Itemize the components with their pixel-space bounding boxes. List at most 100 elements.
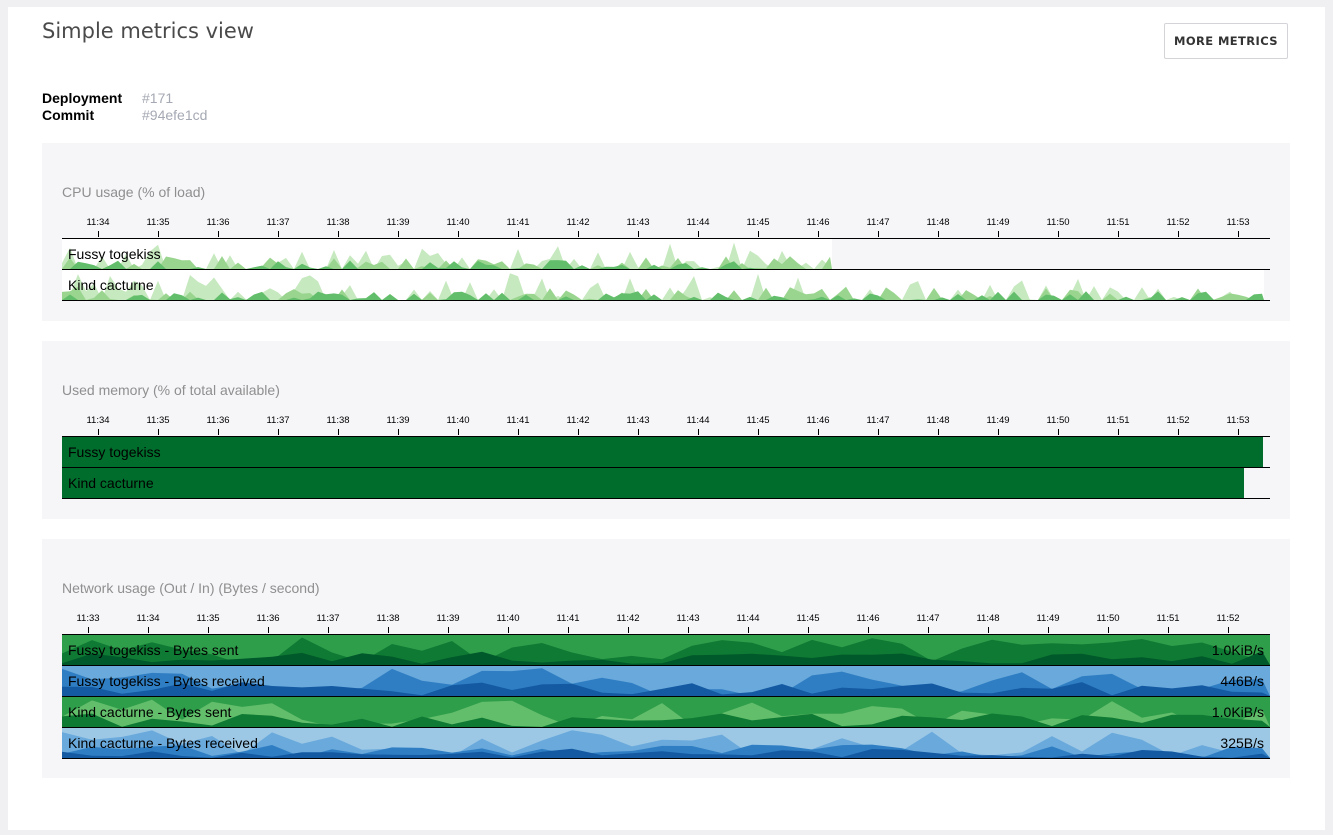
axis-tick-label: 11:36 xyxy=(206,415,230,426)
network-row-value: 325B/s xyxy=(1220,735,1264,751)
axis-tick-label: 11:47 xyxy=(916,613,940,624)
axis-tick-mark xyxy=(878,231,879,237)
network-row-label: Kind cacturne - Bytes received xyxy=(68,735,258,751)
network-row-label: Fussy togekiss - Bytes sent xyxy=(68,642,239,658)
memory-row-kind-cacturne[interactable]: Kind cacturne xyxy=(62,467,1270,499)
axis-tick-label: 11:52 xyxy=(1166,217,1190,228)
axis-tick-mark xyxy=(518,231,519,237)
network-row-kind-sent[interactable]: Kind cacturne - Bytes sent 1.0KiB/s xyxy=(62,696,1270,727)
network-row-kind-received[interactable]: Kind cacturne - Bytes received 325B/s xyxy=(62,727,1270,759)
axis-tick-label: 11:42 xyxy=(566,217,590,228)
axis-tick-mark xyxy=(578,429,579,435)
axis-tick-label: 11:49 xyxy=(986,217,1010,228)
axis-tick-label: 11:46 xyxy=(806,415,830,426)
axis-tick-mark xyxy=(458,429,459,435)
axis-tick-label: 11:51 xyxy=(1106,217,1130,228)
network-row-fussy-received[interactable]: Fussy togekiss - Bytes received 446B/s xyxy=(62,665,1270,696)
axis-tick-label: 11:51 xyxy=(1156,613,1180,624)
axis-tick-label: 11:33 xyxy=(76,613,100,624)
axis-tick-mark xyxy=(878,429,879,435)
cpu-row-kind-cacturne[interactable]: Kind cacturne xyxy=(62,269,1270,301)
axis-tick-mark xyxy=(638,231,639,237)
deployment-value: #171 xyxy=(142,90,174,106)
axis-tick-label: 11:40 xyxy=(446,415,470,426)
axis-tick-mark xyxy=(278,429,279,435)
axis-tick-label: 11:41 xyxy=(506,415,530,426)
cpu-rows: Fussy togekiss Kind cacturne xyxy=(62,238,1270,301)
axis-tick-label: 11:35 xyxy=(146,217,170,228)
axis-tick-label: 11:34 xyxy=(86,217,110,228)
network-horizon-chart xyxy=(62,635,1270,665)
axis-tick-mark xyxy=(818,231,819,237)
network-row-value: 1.0KiB/s xyxy=(1211,704,1264,720)
horizon-band xyxy=(62,256,832,269)
axis-tick-label: 11:43 xyxy=(626,217,650,228)
axis-tick-label: 11:53 xyxy=(1226,415,1250,426)
cpu-row-fussy-togekiss[interactable]: Fussy togekiss xyxy=(62,238,1270,269)
axis-tick-mark xyxy=(938,231,939,237)
axis-tick-label: 11:43 xyxy=(676,613,700,624)
axis-tick-label: 11:44 xyxy=(736,613,760,624)
axis-tick-label: 11:37 xyxy=(316,613,340,624)
axis-tick-mark xyxy=(268,627,269,633)
axis-tick-label: 11:41 xyxy=(556,613,580,624)
axis-tick-mark xyxy=(1228,627,1229,633)
cpu-row-label: Kind cacturne xyxy=(68,277,154,293)
horizon-band xyxy=(62,260,832,269)
commit-row: Commit #94efe1cd xyxy=(42,107,207,124)
horizon-band xyxy=(62,286,1264,300)
axis-tick-mark xyxy=(158,231,159,237)
axis-tick-mark xyxy=(698,231,699,237)
axis-tick-mark xyxy=(818,429,819,435)
memory-panel: Used memory (% of total available) 11:34… xyxy=(42,341,1290,519)
horizon-band xyxy=(62,748,1270,758)
axis-tick-mark xyxy=(808,627,809,633)
network-row-value: 446B/s xyxy=(1220,673,1264,689)
axis-tick-mark xyxy=(928,627,929,633)
network-panel: Network usage (Out / In) (Bytes / second… xyxy=(42,539,1290,778)
axis-tick-mark xyxy=(748,627,749,633)
axis-tick-label: 11:44 xyxy=(686,415,710,426)
horizon-band xyxy=(62,713,1270,727)
axis-tick-mark xyxy=(328,627,329,633)
axis-tick-mark xyxy=(1058,231,1059,237)
axis-tick-label: 11:38 xyxy=(326,415,350,426)
axis-tick-mark xyxy=(998,231,999,237)
axis-tick-label: 11:50 xyxy=(1046,217,1070,228)
axis-tick-label: 11:45 xyxy=(796,613,820,624)
network-row-label: Fussy togekiss - Bytes received xyxy=(68,673,265,689)
axis-tick-label: 11:51 xyxy=(1106,415,1130,426)
axis-tick-label: 11:36 xyxy=(256,613,280,624)
memory-row-label: Kind cacturne xyxy=(68,475,154,491)
cpu-row-label: Fussy togekiss xyxy=(68,246,161,262)
axis-tick-mark xyxy=(518,429,519,435)
axis-tick-label: 11:44 xyxy=(686,217,710,228)
axis-tick-mark xyxy=(988,627,989,633)
axis-tick-label: 11:50 xyxy=(1046,415,1070,426)
deployment-label: Deployment xyxy=(42,90,123,106)
axis-tick-label: 11:52 xyxy=(1216,613,1240,624)
axis-tick-mark xyxy=(448,627,449,633)
network-rows: Fussy togekiss - Bytes sent 1.0KiB/s Fus… xyxy=(62,634,1270,759)
axis-tick-label: 11:48 xyxy=(976,613,1000,624)
axis-tick-mark xyxy=(998,429,999,435)
axis-tick-label: 11:46 xyxy=(806,217,830,228)
axis-tick-label: 11:42 xyxy=(616,613,640,624)
axis-tick-mark xyxy=(1118,231,1119,237)
axis-tick-label: 11:45 xyxy=(746,415,770,426)
axis-tick-mark xyxy=(638,429,639,435)
axis-tick-mark xyxy=(1178,429,1179,435)
axis-tick-label: 11:38 xyxy=(376,613,400,624)
cpu-time-axis: 11:34 11:35 11:36 11:37 11:38 11:39 11:40 11:41… xyxy=(62,213,1270,239)
axis-tick-mark xyxy=(688,627,689,633)
commit-label: Commit xyxy=(42,107,95,123)
axis-tick-mark xyxy=(1168,627,1169,633)
axis-tick-label: 11:39 xyxy=(386,415,410,426)
axis-tick-label: 11:37 xyxy=(266,217,290,228)
axis-tick-mark xyxy=(868,627,869,633)
network-row-fussy-sent[interactable]: Fussy togekiss - Bytes sent 1.0KiB/s xyxy=(62,634,1270,665)
axis-tick-mark xyxy=(208,627,209,633)
memory-row-fussy-togekiss[interactable]: Fussy togekiss xyxy=(62,436,1270,467)
more-metrics-button[interactable]: MORE METRICS xyxy=(1164,23,1288,59)
axis-tick-label: 11:49 xyxy=(986,415,1010,426)
